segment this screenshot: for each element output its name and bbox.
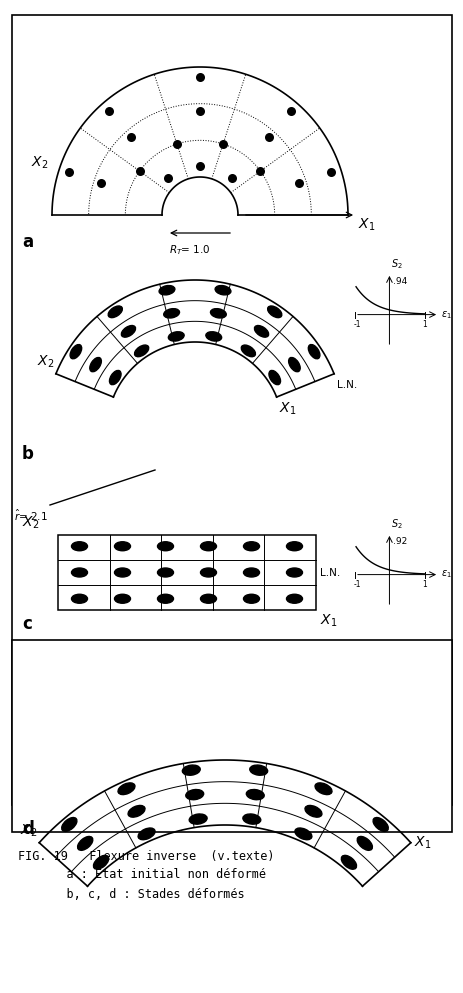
Text: $\hat{r}$= 2.1: $\hat{r}$= 2.1 [14, 508, 48, 523]
Ellipse shape [62, 817, 77, 831]
Ellipse shape [109, 370, 121, 384]
Ellipse shape [341, 855, 357, 869]
Ellipse shape [200, 542, 217, 551]
Ellipse shape [108, 306, 122, 318]
Text: c: c [22, 615, 32, 633]
Text: $X_1$: $X_1$ [358, 217, 375, 233]
Ellipse shape [244, 542, 259, 551]
Ellipse shape [200, 568, 217, 577]
Text: $X_2$: $X_2$ [20, 822, 37, 839]
Ellipse shape [78, 836, 93, 850]
Ellipse shape [70, 345, 81, 358]
Text: $X_1$: $X_1$ [320, 613, 338, 630]
Ellipse shape [308, 345, 320, 358]
Text: $R_T$= 1.0: $R_T$= 1.0 [169, 243, 211, 257]
Ellipse shape [169, 332, 184, 342]
Ellipse shape [121, 326, 136, 338]
Text: -1: -1 [353, 320, 361, 329]
Text: b: b [22, 445, 34, 463]
Text: $\varepsilon_1$: $\varepsilon_1$ [441, 569, 452, 581]
Ellipse shape [241, 345, 256, 356]
Text: 1: 1 [422, 580, 427, 589]
Text: $X_1$: $X_1$ [279, 401, 296, 417]
Ellipse shape [186, 789, 204, 799]
Text: $S_2$: $S_2$ [391, 257, 403, 271]
Ellipse shape [71, 542, 88, 551]
Ellipse shape [255, 326, 269, 338]
Text: L.N.: L.N. [337, 380, 357, 390]
Text: d: d [22, 820, 34, 838]
Text: $\varepsilon_1$: $\varepsilon_1$ [441, 309, 452, 321]
Bar [12, 15, 452, 805]
Ellipse shape [157, 542, 174, 551]
Ellipse shape [138, 828, 155, 840]
Text: 1: 1 [422, 320, 427, 329]
Ellipse shape [200, 594, 217, 604]
Ellipse shape [157, 594, 174, 604]
Ellipse shape [71, 568, 88, 577]
Ellipse shape [373, 817, 388, 831]
Ellipse shape [182, 765, 200, 776]
Ellipse shape [287, 542, 302, 551]
Text: .94: .94 [394, 277, 408, 286]
Ellipse shape [268, 306, 282, 318]
Ellipse shape [305, 805, 322, 817]
Text: L.N.: L.N. [320, 568, 340, 578]
Ellipse shape [189, 814, 207, 824]
Ellipse shape [243, 814, 261, 824]
Ellipse shape [244, 594, 259, 604]
Ellipse shape [246, 789, 264, 799]
Bar [58, 535, 316, 610]
Ellipse shape [157, 568, 174, 577]
Text: a: a [22, 233, 33, 251]
Ellipse shape [164, 309, 180, 318]
Ellipse shape [215, 286, 231, 295]
Text: a : Etat initial non déformé: a : Etat initial non déformé [38, 868, 266, 881]
Ellipse shape [135, 345, 149, 356]
Ellipse shape [315, 782, 332, 794]
Ellipse shape [269, 370, 281, 384]
Text: $X_2$: $X_2$ [22, 514, 39, 531]
Text: b, c, d : Stades déformés: b, c, d : Stades déformés [38, 888, 244, 901]
Text: $X_1$: $X_1$ [414, 834, 431, 851]
Ellipse shape [90, 357, 101, 371]
Ellipse shape [244, 568, 259, 577]
Ellipse shape [128, 805, 145, 817]
Text: -1: -1 [353, 580, 361, 589]
Ellipse shape [211, 309, 226, 318]
Ellipse shape [357, 836, 372, 850]
Ellipse shape [250, 765, 268, 776]
Ellipse shape [118, 782, 135, 794]
Ellipse shape [94, 855, 109, 869]
Text: .92: .92 [394, 537, 408, 546]
Text: FIG. 19   Flexure inverse  (v.texte): FIG. 19 Flexure inverse (v.texte) [18, 850, 275, 863]
Ellipse shape [159, 286, 175, 295]
Text: $X_2$: $X_2$ [37, 354, 54, 369]
Ellipse shape [287, 568, 302, 577]
Ellipse shape [206, 332, 222, 342]
Bar [12, 640, 452, 832]
Ellipse shape [295, 828, 312, 840]
Ellipse shape [114, 542, 131, 551]
Ellipse shape [114, 594, 131, 604]
Ellipse shape [287, 594, 302, 604]
Ellipse shape [71, 594, 88, 604]
Ellipse shape [114, 568, 131, 577]
Text: $X_2$: $X_2$ [31, 155, 48, 172]
Ellipse shape [288, 357, 300, 371]
Text: $S_2$: $S_2$ [391, 517, 403, 531]
